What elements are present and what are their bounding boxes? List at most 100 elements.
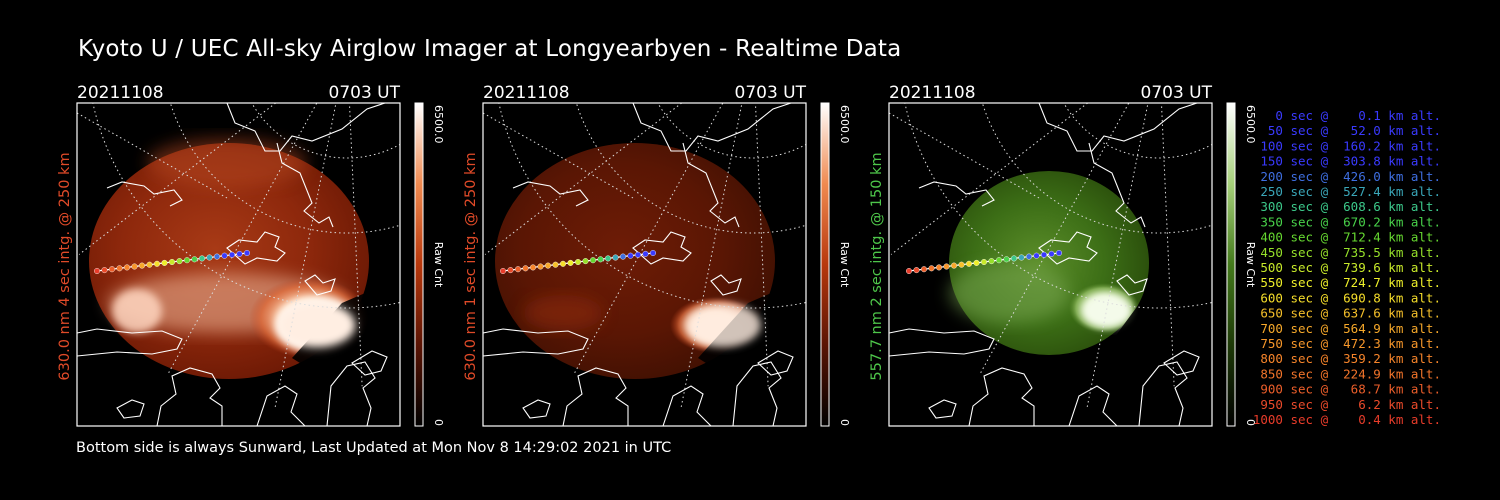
- allsky-image: [483, 103, 806, 426]
- panel-wavelength-label: 630.0 nm 1 sec intg. @ 250 km: [463, 152, 479, 380]
- legend-entry: 750 sec @ 472.3 km alt.: [1253, 336, 1441, 351]
- trajectory-point: [228, 251, 235, 258]
- legend-entry: 650 sec @ 637.6 km alt.: [1253, 306, 1441, 321]
- colorbar-max: 6500.0: [838, 105, 851, 144]
- airglow-panel-2: 20211108 0703 UT 630.0 nm 1 sec intg. @ 25…: [463, 83, 851, 427]
- trajectory-point: [206, 254, 213, 261]
- airglow-panel-3: 20211108 0703 UT 557.7 nm 2 sec intg. @ 15…: [869, 83, 1257, 427]
- legend-entry: 0 sec @ 0.1 km alt.: [1253, 108, 1441, 123]
- trajectory-point: [552, 261, 559, 268]
- trajectory-point: [612, 254, 619, 261]
- legend-entry: 250 sec @ 527.4 km alt.: [1253, 184, 1441, 199]
- trajectory-point: [522, 265, 529, 272]
- colorbar-min: 0: [838, 419, 851, 426]
- trajectory-point: [590, 257, 597, 264]
- panel-time: 0703 UT: [1141, 83, 1213, 103]
- trajectory-point: [620, 253, 627, 260]
- trajectory-point: [243, 249, 250, 256]
- trajectory-point: [537, 263, 544, 270]
- trajectory-point: [1003, 256, 1010, 263]
- colorbar: [1227, 103, 1235, 426]
- trajectory-point: [213, 253, 220, 260]
- trajectory-point: [93, 268, 100, 275]
- trajectory-point: [168, 259, 175, 266]
- trajectory-point: [575, 259, 582, 266]
- trajectory-point: [500, 268, 507, 275]
- legend-entry: 850 sec @ 224.9 km alt.: [1253, 366, 1441, 381]
- trajectory-point: [153, 260, 160, 267]
- colorbar-min: 0: [432, 419, 445, 426]
- colorbar-max: 6500.0: [1244, 105, 1257, 144]
- legend-entry: 550 sec @ 724.7 km alt.: [1253, 275, 1441, 290]
- trajectory-point: [560, 260, 567, 267]
- trajectory-point: [198, 255, 205, 262]
- legend-entry: 400 sec @ 712.4 km alt.: [1253, 230, 1441, 245]
- trajectory-point: [627, 252, 634, 259]
- trajectory-point: [131, 263, 138, 270]
- image-frame: [888, 102, 1213, 427]
- colorbar-label: Raw Cnt: [1244, 242, 1257, 288]
- legend-entry: 900 sec @ 68.7 km alt.: [1253, 382, 1441, 397]
- trajectory-point: [1055, 249, 1062, 256]
- colorbar-label: Raw Cnt: [432, 242, 445, 288]
- trajectory-point: [123, 264, 130, 271]
- trajectory-point: [913, 267, 920, 274]
- trajectory-point: [650, 249, 657, 256]
- image-frame: [482, 102, 807, 427]
- trajectory-point: [1011, 255, 1018, 262]
- colorbar: [415, 103, 423, 426]
- legend-entry: 1000 sec @ 0.4 km alt.: [1253, 412, 1441, 427]
- trajectory-point: [183, 257, 190, 264]
- trajectory-point: [958, 261, 965, 268]
- trajectory-point: [101, 267, 108, 274]
- trajectory-point: [236, 250, 243, 257]
- trajectory-point: [597, 256, 604, 263]
- panel-date: 20211108: [77, 83, 164, 103]
- legend-entry: 950 sec @ 6.2 km alt.: [1253, 397, 1441, 412]
- trajectory-point: [988, 258, 995, 265]
- page-title: Kyoto U / UEC All-sky Airglow Imager at …: [78, 36, 902, 62]
- trajectory-point: [973, 259, 980, 266]
- colorbar-max: 6500.0: [432, 105, 445, 144]
- trajectory-point: [116, 265, 123, 272]
- legend-entry: 700 sec @ 564.9 km alt.: [1253, 321, 1441, 336]
- trajectory-path: [500, 249, 657, 275]
- trajectory-point: [642, 250, 649, 257]
- image-frame: [76, 102, 401, 427]
- panel-wavelength-label: 557.7 nm 2 sec intg. @ 150 km: [869, 152, 885, 380]
- trajectory-point: [936, 264, 943, 271]
- trajectory-point: [545, 262, 552, 269]
- legend-entry: 800 sec @ 359.2 km alt.: [1253, 351, 1441, 366]
- trajectory-point: [1025, 253, 1032, 260]
- trajectory-point: [605, 255, 612, 262]
- trajectory-point: [635, 251, 642, 258]
- panel-date: 20211108: [889, 83, 976, 103]
- colorbar-min: 0: [1244, 419, 1257, 426]
- trajectory-point: [582, 258, 589, 265]
- panel-time: 0703 UT: [329, 83, 401, 103]
- footer-status: Bottom side is always Sunward, Last Upda…: [76, 440, 672, 456]
- trajectory-point: [191, 256, 198, 263]
- legend-entry: 350 sec @ 670.2 km alt.: [1253, 214, 1441, 229]
- trajectory-legend: 0 sec @ 0.1 km alt. 50 sec @ 52.0 km alt…: [1253, 108, 1441, 427]
- allsky-image: [77, 103, 400, 426]
- legend-entry: 450 sec @ 735.5 km alt.: [1253, 245, 1441, 260]
- trajectory-point: [1048, 250, 1055, 257]
- legend-entry: 100 sec @ 160.2 km alt.: [1253, 138, 1441, 153]
- trajectory-point: [567, 259, 574, 266]
- legend-entry: 50 sec @ 52.0 km alt.: [1253, 123, 1441, 138]
- trajectory-point: [1018, 254, 1025, 261]
- legend-entry: 500 sec @ 739.6 km alt.: [1253, 260, 1441, 275]
- trajectory-point: [176, 258, 183, 265]
- legend-entry: 200 sec @ 426.0 km alt.: [1253, 169, 1441, 184]
- colorbar: [821, 103, 829, 426]
- trajectory-point: [138, 262, 145, 269]
- legend-entry: 300 sec @ 608.6 km alt.: [1253, 199, 1441, 214]
- airglow-panel-1: 20211108 0703 UT 630.0 nm 4 sec intg. @ 25…: [57, 83, 445, 427]
- allsky-image: [889, 103, 1212, 426]
- trajectory-path: [906, 249, 1062, 275]
- colorbar-label: Raw Cnt: [838, 242, 851, 288]
- trajectory-point: [221, 252, 228, 259]
- trajectory-point: [1033, 252, 1040, 259]
- trajectory-point: [966, 260, 973, 267]
